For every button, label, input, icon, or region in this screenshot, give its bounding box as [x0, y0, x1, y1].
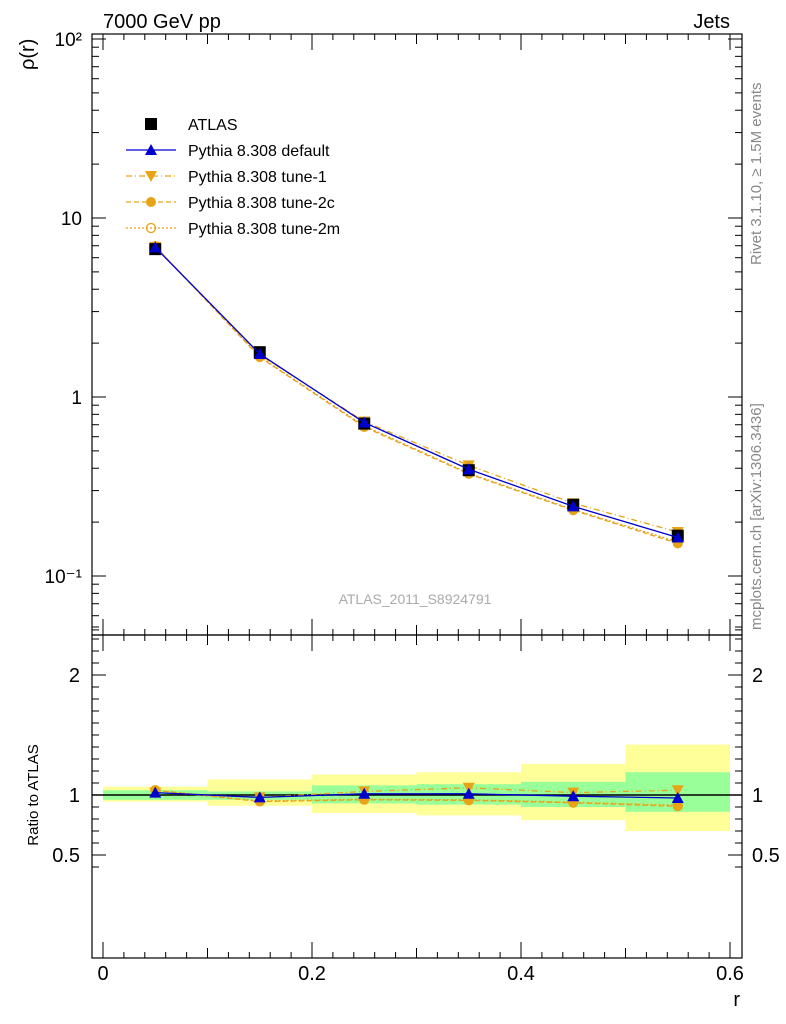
main-point-pythia-8-308-default	[671, 531, 684, 543]
ratio-point-pythia-8-308-default	[149, 786, 162, 798]
ratio-point-pythia-8-308-tune-2c	[672, 801, 683, 812]
main-point-pythia-8-308-default	[567, 500, 580, 512]
legend-marker	[145, 118, 157, 130]
x-axis-label: r	[733, 989, 740, 1011]
main-point-pythia-8-308-default	[253, 347, 266, 359]
main-point-pythia-8-308-default	[149, 241, 162, 253]
ratio-point-pythia-8-308-default	[567, 790, 580, 802]
main-ytick-label: 10⁻¹	[45, 567, 83, 588]
main-ylabel: ρ(r)	[17, 39, 39, 70]
legend-marker	[145, 222, 157, 234]
ratio-ytick-label: 0.5	[52, 845, 80, 867]
ratio-xtick-label: 0.4	[507, 963, 535, 985]
ratio-ylabel: Ratio to ATLAS	[25, 744, 42, 845]
main-line-pythia-8-308-tune-2m	[154, 245, 678, 543]
main-ytick-label: 10²	[55, 30, 82, 51]
main-ytick-label: 10	[61, 209, 82, 230]
ratio-point-pythia-8-308-tune-1	[671, 785, 684, 797]
legend-marker	[146, 197, 156, 207]
main-line-pythia-8-308-tune-2c	[154, 245, 678, 545]
legend: ATLAS Pythia 8.308 default Pythia 8.308 tu…	[126, 117, 340, 238]
legend-label: ATLAS	[188, 117, 238, 134]
ratio-point-pythia-8-308-default	[253, 791, 266, 803]
rivet-label: Rivet 3.1.10, ≥ 1.5M events	[748, 83, 765, 266]
ratio-ytick-label-right: 0.5	[752, 845, 780, 867]
header-right: Jets	[693, 11, 730, 33]
ratio-xtick-label: 0.6	[716, 963, 744, 985]
main-line-pythia-8-308-tune-1	[154, 246, 678, 533]
legend-label: Pythia 8.308 tune-2c	[188, 195, 335, 212]
legend-label: Pythia 8.308 tune-2m	[188, 221, 340, 238]
source-label: mcplots.cern.ch [arXiv:1306.3436]	[748, 403, 765, 630]
ratio-xtick-label: 0	[97, 963, 108, 985]
legend-marker	[145, 171, 157, 182]
ratio-xtick-label: 0.2	[298, 963, 326, 985]
ratio-ytick-label: 1	[69, 785, 80, 807]
legend-marker	[145, 144, 157, 155]
ratio-ytick-label-right: 1	[752, 785, 763, 807]
ratio-line-pythia-8-308-tune-2c	[155, 789, 678, 808]
ratio-ytick-label-right: 2	[752, 665, 763, 687]
ratio-point-pythia-8-308-default	[358, 787, 371, 799]
header-left: 7000 GeV pp	[103, 11, 221, 33]
main-panel: 10⁻¹ 1 10 10²	[45, 30, 743, 636]
main-line-pythia-8-308-default	[154, 246, 678, 539]
watermark: ATLAS_2011_S8924791	[339, 591, 492, 607]
ratio-panel: 0.5 0.5 1 1 2 2 0 0.2 0.4 0.6	[52, 626, 780, 985]
ratio-line-pythia-8-308-tune-2m	[155, 789, 678, 806]
main-point-pythia-8-308-default	[358, 416, 371, 428]
legend-label: Pythia 8.308 default	[188, 143, 330, 160]
ratio-point-pythia-8-308-default	[462, 787, 475, 799]
main-point-pythia-8-308-default	[462, 463, 475, 475]
ratio-ytick-label: 2	[69, 665, 80, 687]
main-ytick-label: 1	[71, 388, 82, 409]
legend-label: Pythia 8.308 tune-1	[188, 169, 327, 186]
ratio-point-pythia-8-308-default	[671, 792, 684, 803]
ratio-line-pythia-8-308-default	[155, 791, 678, 799]
